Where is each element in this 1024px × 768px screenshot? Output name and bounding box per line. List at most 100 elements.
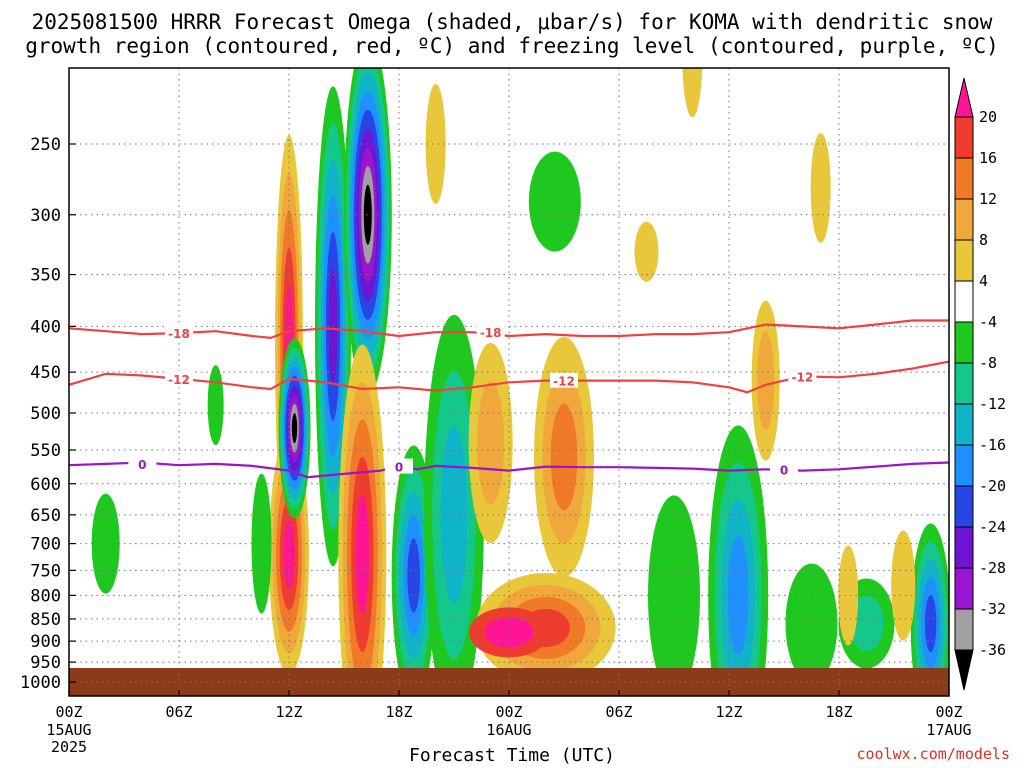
omega-contour-fill <box>484 617 534 648</box>
omega-contour-fill <box>355 494 370 615</box>
omega-contour-fill <box>838 545 859 646</box>
y-tick-label: 800 <box>30 586 61 606</box>
colorbar-tick-label: 12 <box>979 190 997 208</box>
colorbar-tick-label: -28 <box>979 559 1006 577</box>
colorbar-swatch <box>954 444 974 487</box>
contour-label: -18 <box>480 326 502 340</box>
y-axis: 2503003504004505005506006507007508008509… <box>20 135 76 693</box>
colorbar-swatch <box>954 198 974 241</box>
contour-label: -12 <box>791 370 813 384</box>
contour-label: -12 <box>168 373 190 387</box>
omega-contour-fill <box>849 595 884 652</box>
omega-contour-fill <box>618 0 638 54</box>
omega-contour-fill <box>363 184 372 245</box>
omega-contour-fill <box>810 132 831 243</box>
x-tick-date-label: 2025 <box>51 738 87 756</box>
contour-lines: -18 -18 -12 -12 -12 0 0 0 <box>69 319 949 479</box>
y-tick-label: 400 <box>30 317 61 337</box>
omega-contour-fill <box>924 594 937 653</box>
x-tick-date-label: 16AUG <box>486 721 531 739</box>
omega-contour-fill <box>727 536 749 655</box>
y-tick-label: 600 <box>30 475 61 495</box>
omega-contour-fill <box>283 520 295 589</box>
y-tick-label: 250 <box>30 135 61 155</box>
omega-contour-fill <box>506 0 530 49</box>
y-tick-label: 850 <box>30 610 61 630</box>
y-tick-label: 300 <box>30 206 61 226</box>
colorbar-tick-label: 8 <box>979 231 988 249</box>
x-tick-label: 18Z <box>385 703 412 721</box>
colorbar-swatch <box>954 608 974 651</box>
omega-contour-fill <box>550 403 578 511</box>
contour-label-bg <box>476 324 505 340</box>
x-axis-title: Forecast Time (UTC) <box>409 745 615 766</box>
contour-label-bg <box>165 370 193 386</box>
y-tick-label: 900 <box>30 632 61 652</box>
omega-contour-fill <box>207 365 224 446</box>
x-tick-date-label: 17AUG <box>926 721 971 739</box>
contour-label-bg <box>770 461 798 477</box>
y-tick-label: 750 <box>30 561 61 581</box>
x-tick-label: 00Z <box>495 703 522 721</box>
contour-label: 0 <box>395 461 403 475</box>
colorbar-tick-label: -20 <box>979 477 1006 495</box>
contour-label: -12 <box>553 375 575 389</box>
omega-contour-fill <box>407 538 420 613</box>
colorbar-tick-label: 16 <box>979 149 997 167</box>
x-tick-label: 12Z <box>715 703 742 721</box>
contour-label: -18 <box>168 327 190 341</box>
colorbar-swatch <box>954 116 974 159</box>
colorbar-tick-label: -36 <box>979 641 1006 659</box>
contour-label-bg <box>550 372 578 388</box>
y-tick-label: 500 <box>30 404 61 424</box>
omega-contour-fill <box>634 221 659 282</box>
colorbar-tick-label: -4 <box>979 313 997 331</box>
colorbar: 20 16 12 8 4 -4 -8 -12 -16 -20 -24 -28 -32 -36 <box>954 77 1006 691</box>
omega-contour-fill <box>425 84 446 204</box>
contour-line <box>69 319 949 340</box>
colorbar-swatch <box>954 239 974 282</box>
colorbar-swatch <box>954 280 974 323</box>
colorbar-swatch <box>954 567 974 610</box>
colorbar-tick-label: -32 <box>979 600 1006 618</box>
colorbar-swatch <box>954 362 974 405</box>
y-tick-label: 550 <box>30 441 61 461</box>
contour-label: 0 <box>780 463 788 477</box>
colorbar-swatch <box>954 403 974 446</box>
omega-contour-fill <box>91 493 120 594</box>
colorbar-tick-label: 20 <box>979 108 997 126</box>
x-tick-label: 18Z <box>825 703 852 721</box>
x-tick-label: 12Z <box>275 703 302 721</box>
contour-label-bg <box>165 325 193 341</box>
colorbar-tick-label: -12 <box>979 395 1006 413</box>
colorbar-swatch <box>954 649 974 691</box>
y-tick-label: 650 <box>30 506 61 526</box>
colorbar-swatch <box>954 526 974 569</box>
omega-contour-fill <box>757 331 775 430</box>
omega-contour-fill <box>477 381 505 505</box>
colorbar-tick-label: -16 <box>979 436 1006 454</box>
colorbar-tick-label: -24 <box>979 518 1006 536</box>
colorbar-tick-label: 4 <box>979 272 988 290</box>
colorbar-swatch <box>954 321 974 364</box>
contour-label-bg <box>788 368 817 384</box>
omega-contour-fill <box>682 68 703 118</box>
y-tick-label: 700 <box>30 535 61 555</box>
colorbar-tick-label: -8 <box>979 354 997 372</box>
contour-label-bg <box>385 458 413 474</box>
omega-contour-fill <box>891 530 916 641</box>
credit-text: coolwx.com/models <box>856 745 1010 763</box>
x-tick-label: 06Z <box>605 703 632 721</box>
y-tick-label: 350 <box>30 266 61 286</box>
x-tick-label: 00Z <box>935 703 962 721</box>
colorbar-swatch <box>954 157 974 200</box>
omega-contour-fill <box>785 563 838 684</box>
colorbar-swatch <box>954 77 974 118</box>
contour-label: 0 <box>138 458 146 472</box>
chart-title-line-1: 2025081500 HRRR Forecast Omega (shaded, … <box>31 10 993 34</box>
contour-label-bg <box>128 455 157 471</box>
y-tick-label: 950 <box>30 653 61 673</box>
colorbar-swatch <box>954 485 974 528</box>
